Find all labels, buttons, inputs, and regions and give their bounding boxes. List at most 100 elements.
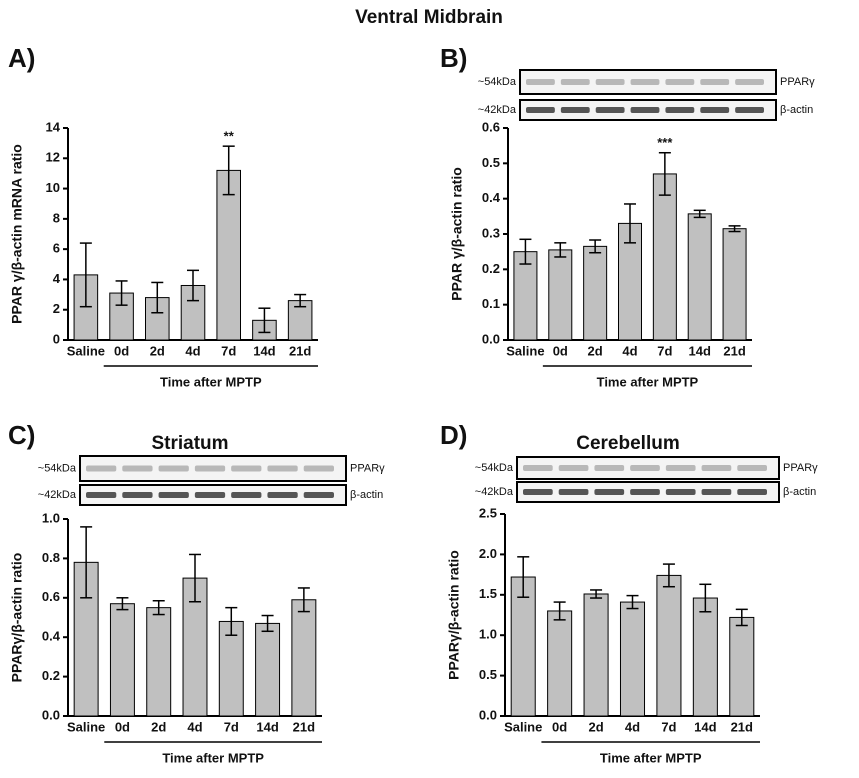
- blot-band: [304, 492, 334, 498]
- x-axis-label: Time after MPTP: [597, 374, 699, 389]
- x-tick-label: 0d: [552, 719, 567, 734]
- blot-band: [702, 489, 732, 495]
- x-tick-label: 0d: [553, 343, 568, 358]
- blot-band: [630, 465, 660, 471]
- x-tick-label: 2d: [588, 719, 603, 734]
- blot-band: [526, 107, 555, 113]
- x-tick-label: 0d: [115, 719, 130, 734]
- y-tick-label: 0.0: [479, 707, 497, 722]
- x-tick-label: 21d: [289, 343, 311, 358]
- blot-band: [267, 466, 297, 472]
- blot-band: [631, 107, 660, 113]
- y-axis-label: PPAR γ/β-actin ratio: [449, 167, 465, 301]
- x-tick-label: 21d: [723, 343, 745, 358]
- x-tick-label: 14d: [689, 343, 711, 358]
- blot-band: [561, 107, 590, 113]
- x-tick-label: 2d: [150, 343, 165, 358]
- panel-label: B): [440, 43, 467, 73]
- blot-band: [559, 465, 589, 471]
- bar: [110, 604, 134, 716]
- blot-band: [737, 489, 767, 495]
- bar: [548, 611, 572, 716]
- x-tick-label: Saline: [67, 343, 105, 358]
- x-tick-label: 14d: [256, 719, 278, 734]
- bar: [549, 250, 572, 340]
- blot-band: [666, 465, 696, 471]
- x-tick-label: 14d: [253, 343, 275, 358]
- blot-band: [122, 492, 152, 498]
- blot-band: [735, 107, 764, 113]
- bar: [584, 594, 608, 716]
- x-tick-label: 2d: [151, 719, 166, 734]
- blot-band: [86, 466, 116, 472]
- blot-band: [523, 465, 553, 471]
- y-tick-label: 4: [53, 271, 61, 286]
- blot-band: [561, 79, 590, 85]
- y-tick-label: 2.5: [479, 505, 497, 520]
- bar: [292, 600, 316, 716]
- blot-band: [122, 466, 152, 472]
- x-tick-label: 2d: [588, 343, 603, 358]
- x-tick-label: 14d: [694, 719, 716, 734]
- y-tick-label: 0.5: [482, 155, 500, 170]
- bar: [620, 602, 644, 716]
- figure: Ventral Midbrain A)02468101214PPAR γ/β-a…: [0, 0, 859, 778]
- blot-band: [735, 79, 764, 85]
- x-axis-label: Time after MPTP: [160, 374, 262, 389]
- blot-band: [700, 79, 729, 85]
- blot-band: [159, 466, 189, 472]
- x-tick-label: 7d: [221, 343, 236, 358]
- y-tick-label: 14: [46, 119, 61, 134]
- bar: [217, 170, 241, 340]
- y-tick-label: 0.8: [42, 550, 60, 565]
- blot-band: [594, 465, 624, 471]
- panel-label: C): [8, 420, 35, 450]
- y-tick-label: 0.0: [482, 331, 500, 346]
- blot-band: [195, 492, 225, 498]
- bar: [514, 252, 537, 340]
- blot-band: [702, 465, 732, 471]
- blot-band: [737, 465, 767, 471]
- y-tick-label: 12: [46, 150, 60, 165]
- x-axis-label: Time after MPTP: [162, 750, 264, 765]
- blot-protein: PPARγ: [783, 462, 818, 474]
- x-axis-label: Time after MPTP: [600, 750, 702, 765]
- blot-band: [304, 466, 334, 472]
- bar: [653, 174, 676, 340]
- y-tick-label: 0.2: [482, 261, 500, 276]
- bar: [688, 214, 711, 340]
- y-tick-label: 10: [46, 180, 60, 195]
- blot-band: [231, 466, 261, 472]
- blot-size: ~54kDa: [475, 462, 514, 474]
- x-tick-label: 4d: [187, 719, 202, 734]
- blot-band: [630, 489, 660, 495]
- significance-label: ***: [657, 135, 673, 150]
- blot-size: ~54kDa: [38, 462, 77, 474]
- blot-band: [86, 492, 116, 498]
- blot-band: [526, 79, 555, 85]
- x-tick-label: 7d: [224, 719, 239, 734]
- blot-band: [267, 492, 297, 498]
- x-tick-label: 4d: [622, 343, 637, 358]
- blot-size: ~42kDa: [475, 486, 514, 498]
- bar: [256, 623, 280, 716]
- blot-band: [231, 492, 261, 498]
- x-tick-label: 21d: [731, 719, 753, 734]
- x-tick-label: Saline: [504, 719, 542, 734]
- y-tick-label: 6: [53, 241, 60, 256]
- blot-band: [665, 79, 694, 85]
- bar: [723, 229, 746, 340]
- y-tick-label: 2: [53, 301, 60, 316]
- y-tick-label: 0.0: [42, 707, 60, 722]
- y-tick-label: 1.0: [42, 510, 60, 525]
- blot-size: ~54kDa: [478, 76, 517, 88]
- blot-band: [594, 489, 624, 495]
- x-tick-label: 21d: [293, 719, 315, 734]
- blot-protein: β-actin: [783, 486, 816, 498]
- y-tick-label: 0.4: [42, 629, 61, 644]
- blot-band: [700, 107, 729, 113]
- panel-title: Striatum: [151, 433, 228, 454]
- blot-band: [523, 489, 553, 495]
- y-tick-label: 2.0: [479, 546, 497, 561]
- blot-protein: PPARγ: [350, 462, 385, 474]
